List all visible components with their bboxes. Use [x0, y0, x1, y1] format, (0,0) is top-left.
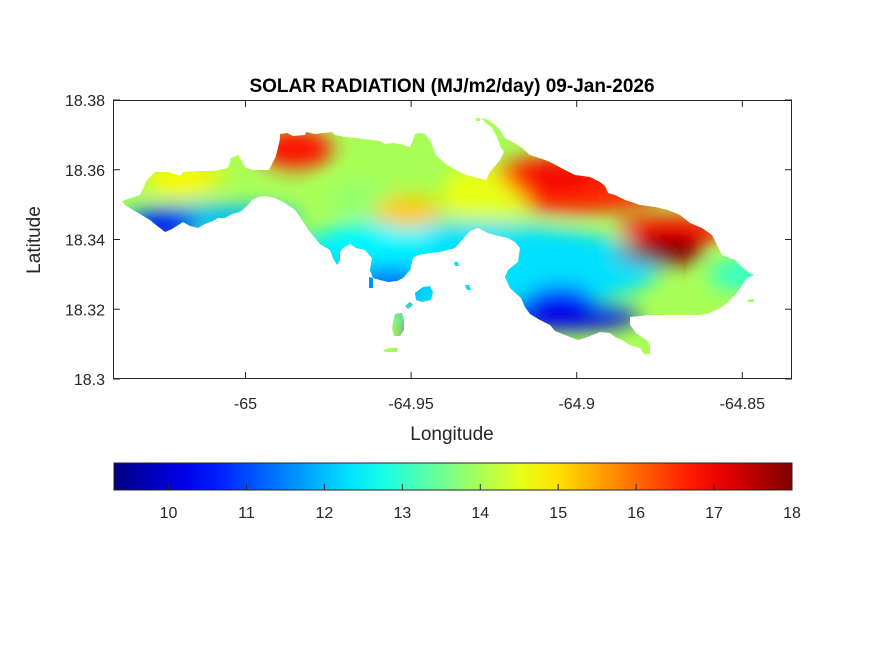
colorbar-gradient	[113, 462, 793, 491]
x-tick-label: -65	[234, 396, 257, 413]
y-axis: 18.3 18.32 18.34 18.36 18.38	[65, 93, 792, 389]
x-tick-label: -64.95	[388, 396, 433, 413]
region-value-blob	[708, 258, 754, 291]
y-tick-label: 18.3	[74, 372, 105, 389]
colorbar-tick-label: 12	[316, 505, 334, 522]
region-value-blob	[145, 164, 214, 197]
contour-band	[317, 221, 438, 258]
colorbar: 10 11 12 13 14 15 16 17 18	[113, 462, 801, 522]
y-axis-label: Latitude	[24, 206, 45, 274]
x-tick-label: -64.9	[558, 396, 595, 413]
plot-area: -65 -64.95 -64.9 -64.85 18.3 18.32 18.34 18.36…	[65, 93, 792, 413]
region-value-blob	[459, 188, 528, 221]
y-tick-label: 18.32	[65, 302, 105, 319]
contour-band	[614, 245, 705, 262]
colorbar-tick-label: 18	[783, 505, 801, 522]
chart-title: SOLAR RADIATION (MJ/m2/day) 09-Jan-2026	[249, 76, 654, 97]
x-tick-label: -64.85	[720, 396, 765, 413]
y-tick-label: 18.38	[65, 93, 105, 110]
y-tick-label: 18.34	[65, 233, 105, 250]
colorbar-tick-label: 16	[627, 505, 645, 522]
colorbar-ticks: 10 11 12 13 14 15 16 17 18	[160, 484, 801, 522]
x-axis: -65 -64.95 -64.9 -64.85	[234, 100, 765, 413]
x-axis-label: Longitude	[410, 424, 493, 445]
colorbar-tick-label: 10	[160, 505, 178, 522]
colorbar-tick-label: 17	[705, 505, 723, 522]
colorbar-tick-label: 15	[549, 505, 567, 522]
region-value-blob	[373, 195, 442, 228]
colorbar-tick-label: 11	[238, 505, 255, 522]
colorbar-tick-label: 13	[393, 505, 411, 522]
colorbar-tick-label: 14	[471, 505, 489, 522]
y-tick-label: 18.36	[65, 163, 105, 180]
